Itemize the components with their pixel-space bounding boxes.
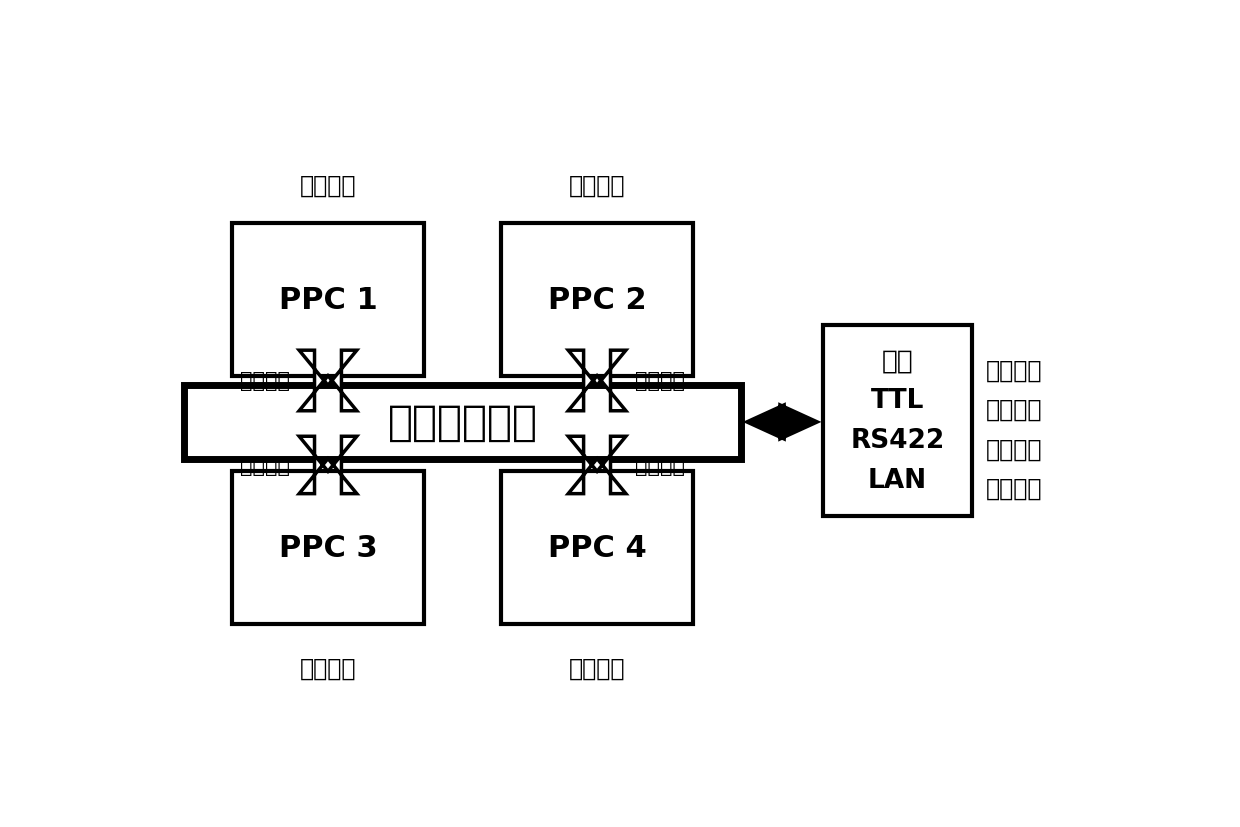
- Text: PPC 1: PPC 1: [279, 285, 377, 314]
- Bar: [232, 471, 424, 624]
- Text: 通信管理: 通信管理: [569, 657, 625, 681]
- Bar: [501, 471, 693, 624]
- Bar: [184, 385, 742, 459]
- Polygon shape: [299, 351, 357, 411]
- Text: PPC 4: PPC 4: [548, 533, 646, 562]
- Text: 遥测数据: 遥测数据: [986, 397, 1043, 421]
- Text: 情报数据: 情报数据: [986, 476, 1043, 500]
- Polygon shape: [568, 351, 626, 411]
- Text: 遥控数据: 遥控数据: [986, 358, 1043, 382]
- Text: 点迹处理: 点迹处理: [300, 174, 356, 198]
- Text: 光纤
TTL
RS422
LAN: 光纤 TTL RS422 LAN: [851, 348, 945, 494]
- Text: PPC 3: PPC 3: [279, 533, 377, 562]
- Text: 高速总线: 高速总线: [239, 371, 289, 391]
- Polygon shape: [568, 437, 626, 494]
- Text: 航迹跟踪: 航迹跟踪: [569, 174, 625, 198]
- Text: 点迹数据: 点迹数据: [986, 437, 1043, 461]
- Text: 高速总线: 高速总线: [239, 456, 289, 476]
- Polygon shape: [299, 437, 357, 494]
- Bar: [501, 223, 693, 376]
- Polygon shape: [746, 405, 818, 440]
- Text: 任务管理: 任务管理: [300, 657, 356, 681]
- Text: 高速总线: 高速总线: [635, 456, 686, 476]
- Bar: [232, 223, 424, 376]
- Text: 互连通信总线: 互连通信总线: [388, 401, 537, 443]
- Text: 高速总线: 高速总线: [635, 371, 686, 391]
- Text: PPC 2: PPC 2: [548, 285, 646, 314]
- Bar: [823, 325, 972, 516]
